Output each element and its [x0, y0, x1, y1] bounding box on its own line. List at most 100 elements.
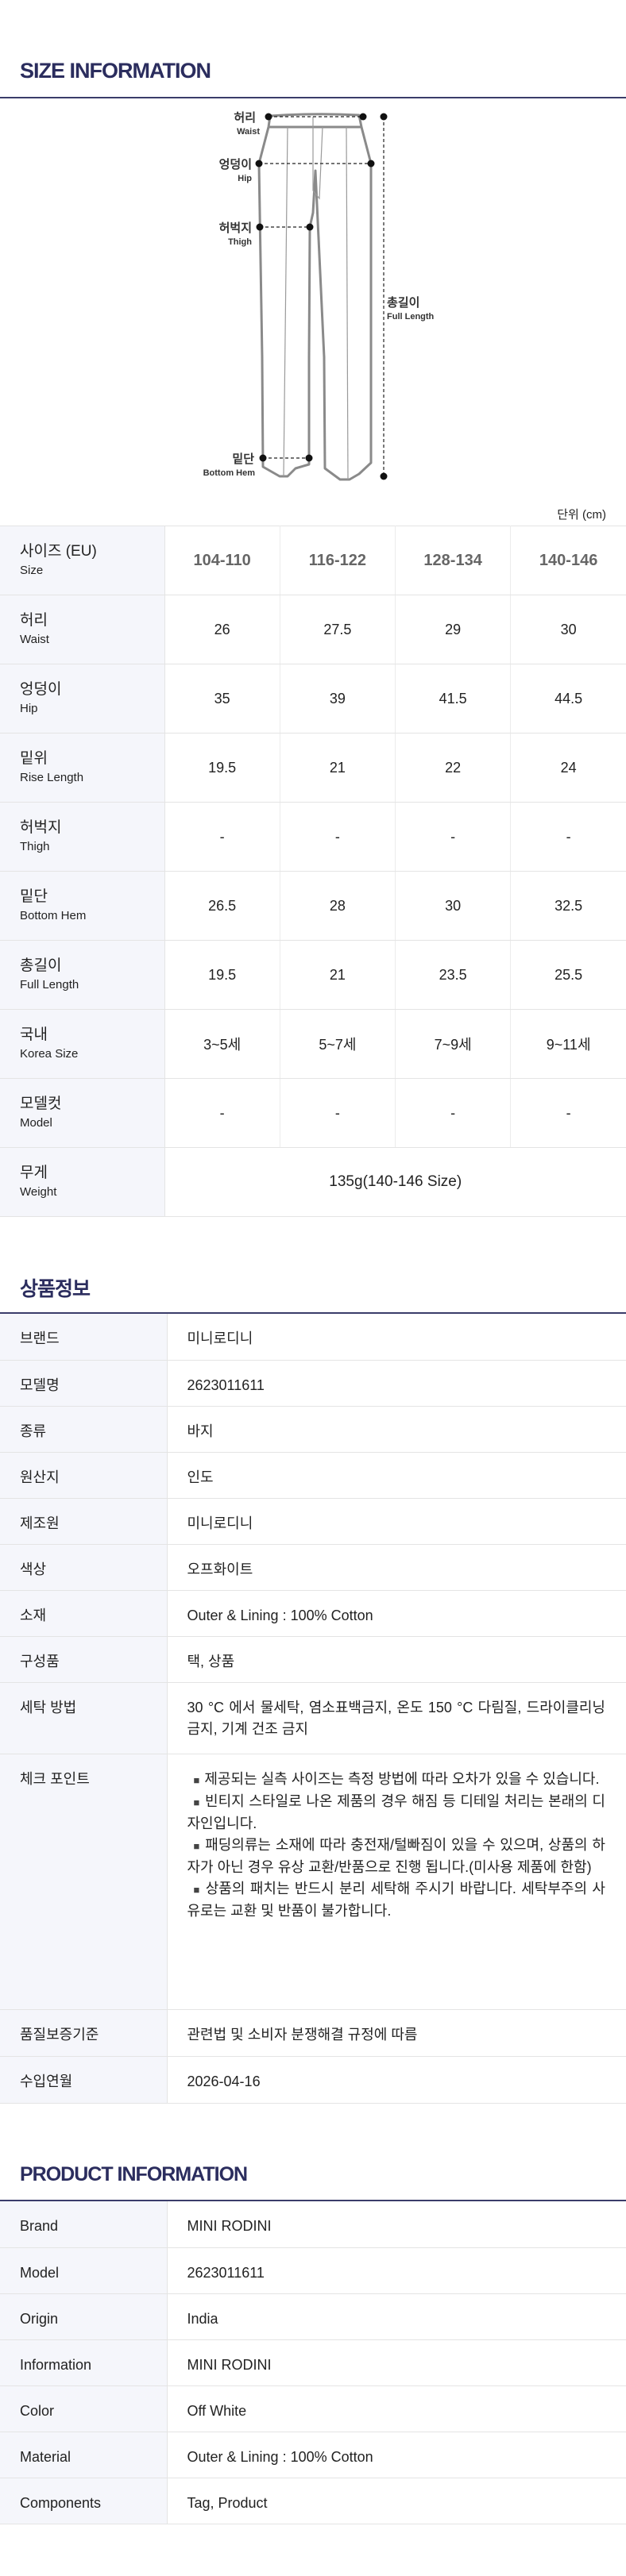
info-value: MINI RODINI	[167, 2339, 626, 2386]
size-row-label: 밑위 Rise Length	[0, 733, 165, 803]
size-value-cell: 25.5	[510, 940, 626, 1010]
label-ko: 밑위	[20, 750, 48, 767]
size-value-cell: 24	[510, 733, 626, 803]
label-ko: 허벅지	[20, 819, 62, 836]
info-value: 30 °C 에서 물세탁, 염소표백금지, 온도 150 °C 다림질, 드라이…	[167, 1682, 626, 1754]
checkpoint-text: 빈티지 스타일로 나온 제품의 경우 해짐 등 디테일 처리는 본래의 디자인입…	[187, 1792, 606, 1831]
label-en: Full Length	[20, 978, 79, 992]
info-label: Brand	[0, 2201, 168, 2248]
ko-info-table: 브랜드 미니로디니 모델명 2623011611 종류 바지 원산지 인도 제조원 미니로디니 색상…	[0, 1314, 626, 2104]
info-row: Model 2623011611	[0, 2247, 626, 2294]
label-en: Thigh	[20, 840, 50, 853]
info-value: Outer & Lining : 100% Cotton	[167, 1590, 626, 1637]
size-value-cell: 21	[279, 940, 396, 1010]
size-value-cell: 3~5세	[164, 1009, 280, 1079]
size-value-cell: 26	[164, 595, 280, 664]
pants-measurement-diagram: 허리 Waist 엉덩이 Hip 허벅지 Thigh 밑단 Bottom Hem…	[203, 111, 435, 481]
size-value-cell: 30	[510, 595, 626, 664]
label-en: Model	[20, 1116, 52, 1130]
waist-label-en: Waist	[237, 127, 260, 137]
info-row: 원산지 인도	[0, 1452, 626, 1499]
label-en: Waist	[20, 633, 49, 646]
info-value: 2026-04-16	[167, 2056, 626, 2104]
size-value-cell: -	[279, 1078, 396, 1148]
size-row: 모델컷 Model - - - -	[0, 1078, 626, 1148]
size-row: 허리 Waist 26 27.5 29 30	[0, 595, 626, 664]
checkpoint-text: 제공되는 실측 사이즈는 측정 방법에 따라 오차가 있을 수 있습니다.	[204, 1770, 600, 1787]
info-label: Information	[0, 2339, 168, 2386]
label-en: Size	[20, 564, 44, 577]
label-ko: 총길이	[20, 957, 62, 974]
size-value-cell: 19.5	[164, 940, 280, 1010]
size-value-cell: 22	[394, 733, 511, 803]
info-row: 품질보증기준 관련법 및 소비자 분쟁해결 규정에 따름	[0, 2009, 626, 2057]
size-value-cell: 35	[164, 664, 280, 734]
label-ko: 국내	[20, 1026, 48, 1043]
checkpoint-item: ■ 제공되는 실측 사이즈는 측정 방법에 따라 오차가 있을 수 있습니다.	[187, 1769, 606, 1791]
info-label: Origin	[0, 2293, 168, 2340]
size-column-header: 128-134	[394, 526, 511, 595]
label-en: Bottom Hem	[20, 909, 87, 922]
pants-seams	[283, 117, 349, 480]
size-table: 사이즈 (EU) Size 104-110 116-122 128-134 140…	[0, 526, 626, 1217]
info-value: 오프화이트	[167, 1544, 626, 1591]
size-row: 국내 Korea Size 3~5세 5~7세 7~9세 9~11세	[0, 1009, 626, 1079]
label-en: Korea Size	[20, 1047, 79, 1061]
info-value: India	[167, 2293, 626, 2340]
size-row-weight: 무게 Weight 135g(140-146 Size)	[0, 1147, 626, 1217]
info-label: 세탁 방법	[0, 1682, 168, 1754]
checkpoint-label: 체크 포인트	[0, 1754, 168, 2010]
size-row: 허벅지 Thigh - - - -	[0, 802, 626, 872]
size-value-cell: 9~11세	[510, 1009, 626, 1079]
size-value-cell: 19.5	[164, 733, 280, 803]
hem-label-ko: 밑단	[232, 452, 254, 466]
en-section-divider	[0, 2200, 626, 2201]
info-label: Color	[0, 2385, 168, 2432]
label-ko: 밑단	[20, 888, 48, 905]
thigh-label-ko: 허벅지	[219, 221, 252, 235]
info-label: 구성품	[0, 1636, 168, 1683]
size-value-cell: 32.5	[510, 871, 626, 941]
size-row-label: 허리 Waist	[0, 595, 165, 664]
size-value-cell: -	[510, 802, 626, 872]
size-value-cell: 26.5	[164, 871, 280, 941]
size-row-label: 엉덩이 Hip	[0, 664, 165, 734]
size-value-cell: 7~9세	[394, 1009, 511, 1079]
info-row: 브랜드 미니로디니	[0, 1314, 626, 1361]
en-section-title: PRODUCT INFORMATION	[20, 2163, 248, 2185]
label-en: Rise Length	[20, 771, 84, 784]
size-row-label: 허벅지 Thigh	[0, 802, 165, 872]
size-value-cell: 30	[394, 871, 511, 941]
info-value: 2623011611	[167, 1360, 626, 1407]
info-label: 원산지	[0, 1452, 168, 1499]
info-label: Material	[0, 2432, 168, 2478]
label-en: Weight	[20, 1185, 57, 1199]
hip-label-ko: 엉덩이	[219, 157, 252, 171]
info-label: 모델명	[0, 1360, 168, 1407]
size-value-cell: 23.5	[394, 940, 511, 1010]
size-column-header: 104-110	[164, 526, 280, 595]
size-value-cell: -	[279, 802, 396, 872]
ko-section-title: 상품정보	[20, 1278, 91, 1300]
info-row: 수입연월 2026-04-16	[0, 2056, 626, 2104]
length-label-ko: 총길이	[387, 296, 419, 310]
checkpoint-text: 상품의 패치는 반드시 분리 세탁해 주시기 바랍니다. 세탁부주의 사유로는 …	[187, 1880, 606, 1919]
ko-section-divider	[0, 1312, 626, 1314]
label-ko: 엉덩이	[20, 681, 62, 698]
label-ko: 무게	[20, 1165, 48, 1181]
label-en: Hip	[20, 702, 38, 715]
pants-outline	[257, 113, 373, 481]
hip-label-en: Hip	[238, 174, 252, 183]
info-value: 미니로디니	[167, 1498, 626, 1545]
size-section-title: SIZE INFORMATION	[20, 59, 211, 83]
info-row: Information MINI RODINI	[0, 2339, 626, 2386]
checkpoint-row: 체크 포인트 ■ 제공되는 실측 사이즈는 측정 방법에 따라 오차가 있을 수 …	[0, 1754, 626, 2010]
size-value-cell: 29	[394, 595, 511, 664]
info-row: 색상 오프화이트	[0, 1544, 626, 1591]
waist-label-ko: 허리	[234, 111, 256, 125]
size-row: 밑단 Bottom Hem 26.5 28 30 32.5	[0, 871, 626, 941]
size-value-cell: 21	[279, 733, 396, 803]
checkpoint-item: ■ 패딩의류는 소재에 따라 충전재/털빠짐이 있을 수 있으며, 상품의 하자가…	[187, 1835, 606, 1878]
info-label: 품질보증기준	[0, 2009, 168, 2057]
info-label: 브랜드	[0, 1314, 168, 1361]
